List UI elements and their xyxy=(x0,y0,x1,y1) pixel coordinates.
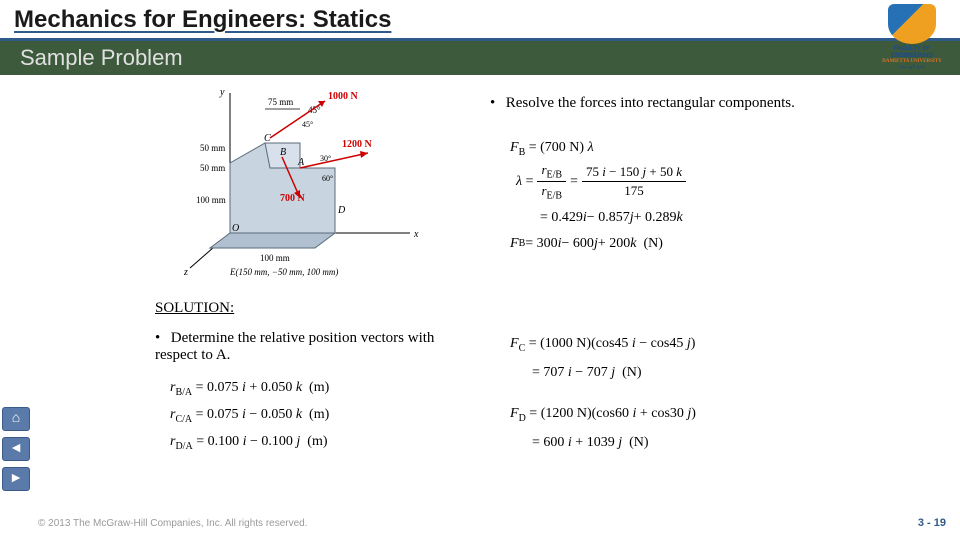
subtitle-bar: Sample Problem xyxy=(0,41,960,75)
page-number: 3 - 19 xyxy=(918,517,946,529)
eq-fb-line3: = 0.429 i − 0.857 j + 0.289 k xyxy=(540,210,690,226)
solution-heading: SOLUTION: xyxy=(155,300,234,317)
svg-text:700 N: 700 N xyxy=(280,193,306,204)
copyright: © 2013 The McGraw-Hill Companies, Inc. A… xyxy=(38,518,308,529)
eq-rda: rD/A = 0.100 i − 0.100 j (m) xyxy=(170,429,329,456)
bullet-right: • Resolve the forces into rectangular co… xyxy=(490,95,820,112)
eq-rca: rC/A = 0.075 i − 0.050 k (m) xyxy=(170,402,329,429)
svg-text:45°: 45° xyxy=(302,120,313,129)
svg-text:45°: 45° xyxy=(308,105,321,115)
svg-text:O: O xyxy=(232,223,239,234)
svg-text:50 mm: 50 mm xyxy=(200,163,225,173)
bullet-icon: • xyxy=(155,330,167,347)
logo-line3: كلية الهندسة xyxy=(872,64,952,70)
eq-fc-line1: FC = (1000 N)(cos45 i − cos45 j) xyxy=(510,330,695,359)
home-icon[interactable]: ⌂ xyxy=(2,407,30,431)
faculty-logo: FACULTY OF ENGINEERING DAMIETTA UNIVERSI… xyxy=(872,4,952,74)
equations-fc: FC = (1000 N)(cos45 i − cos45 j) = 707 i… xyxy=(510,330,695,387)
eq-fd-line1: FD = (1200 N)(cos60 i + cos30 j) xyxy=(510,400,696,429)
svg-text:100 mm: 100 mm xyxy=(196,195,226,205)
back-icon[interactable]: ◄ xyxy=(2,437,30,461)
svg-text:B: B xyxy=(280,147,286,158)
equations-fb: FB = (700 N) λ λ = rE/B rE/B = 75 i − 15… xyxy=(510,140,690,256)
svg-text:C: C xyxy=(264,133,271,144)
equations-left: rB/A = 0.075 i + 0.050 k (m) rC/A = 0.07… xyxy=(170,375,329,455)
nav-icons: ⌂ ◄ ► xyxy=(2,407,34,497)
svg-text:x: x xyxy=(413,229,419,240)
svg-text:60°: 60° xyxy=(322,174,333,183)
eq-rba: rB/A = 0.075 i + 0.050 k (m) xyxy=(170,375,329,402)
shield-icon xyxy=(888,4,936,44)
eq-fb-lambda: λ = rE/B rE/B = 75 i − 150 j + 50 k 175 xyxy=(510,162,690,202)
svg-text:A: A xyxy=(297,157,305,168)
problem-diagram: y z x 75 mm 45° 50 mm 50 mm 100 mm 100 m… xyxy=(170,83,430,278)
title-bar: Mechanics for Engineers: Statics xyxy=(0,0,960,41)
svg-text:D: D xyxy=(337,205,346,216)
eq-fb-line1: FB = (700 N) λ xyxy=(510,140,690,158)
svg-text:y: y xyxy=(219,87,225,98)
svg-text:75 mm: 75 mm xyxy=(268,97,293,107)
content-area: ⌂ ◄ ► y z x 75 mm 45° 50 mm 50 mm 100 mm… xyxy=(0,75,960,537)
bullet-left-text: Determine the relative position vectors … xyxy=(155,330,434,363)
svg-text:30°: 30° xyxy=(320,154,331,163)
svg-text:1200 N: 1200 N xyxy=(342,139,373,150)
page-title: Mechanics for Engineers: Statics xyxy=(14,6,960,34)
bullet-icon: • xyxy=(490,95,502,112)
forward-icon[interactable]: ► xyxy=(2,467,30,491)
bullet-right-text: Resolve the forces into rectangular comp… xyxy=(506,95,795,111)
svg-text:50 mm: 50 mm xyxy=(200,143,225,153)
svg-text:E(150 mm, −50 mm, 100 mm): E(150 mm, −50 mm, 100 mm) xyxy=(229,267,338,277)
bullet-left: • Determine the relative position vector… xyxy=(155,330,445,364)
logo-line1: FACULTY OF ENGINEERING xyxy=(872,46,952,59)
page-subtitle: Sample Problem xyxy=(20,45,960,71)
eq-fc-result: = 707 i − 707 j (N) xyxy=(532,359,695,387)
equations-fd: FD = (1200 N)(cos60 i + cos30 j) = 600 i… xyxy=(510,400,696,457)
svg-text:100 mm: 100 mm xyxy=(260,253,290,263)
svg-text:1000 N: 1000 N xyxy=(328,91,359,102)
eq-fb-result: FB = 300 i − 600 j + 200 k (N) xyxy=(510,236,690,252)
svg-text:z: z xyxy=(183,267,188,278)
eq-fd-result: = 600 i + 1039 j (N) xyxy=(532,429,696,457)
